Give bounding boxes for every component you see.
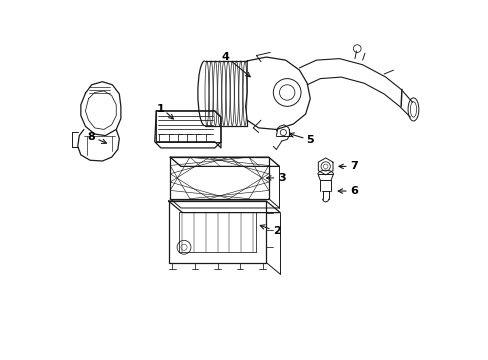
Text: 3: 3 [277, 173, 285, 183]
Text: 5: 5 [306, 135, 313, 145]
Text: 6: 6 [349, 186, 357, 196]
Text: 7: 7 [349, 161, 357, 171]
Text: 1: 1 [157, 104, 164, 114]
Text: 8: 8 [87, 132, 95, 142]
Text: 4: 4 [221, 52, 229, 62]
Text: 2: 2 [273, 226, 281, 236]
